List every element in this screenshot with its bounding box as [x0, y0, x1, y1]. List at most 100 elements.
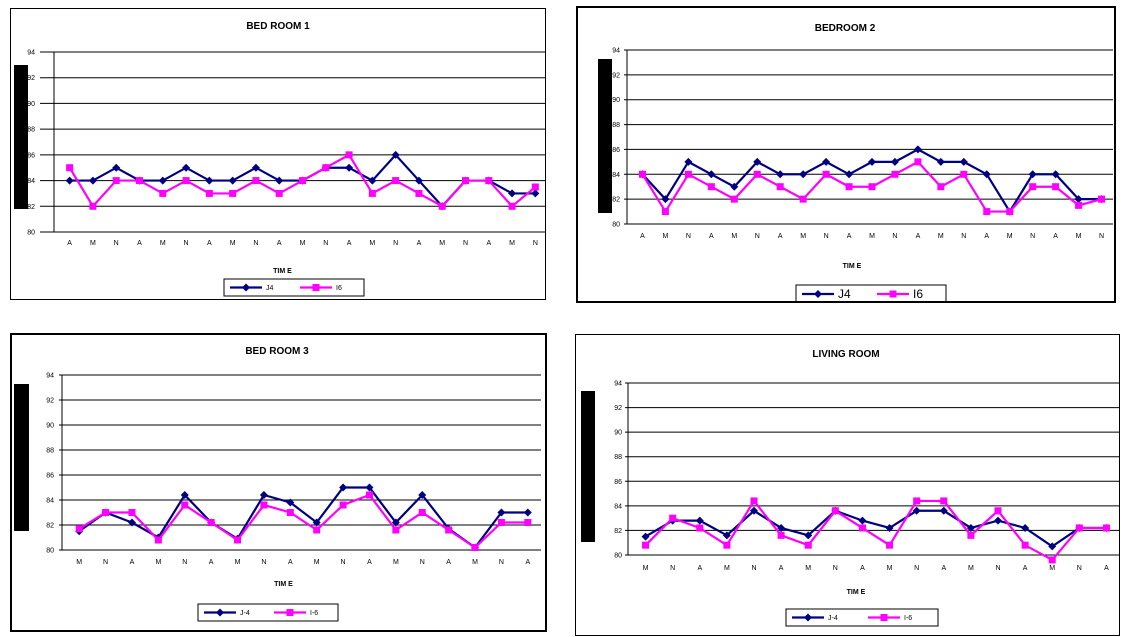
y-tick-label: 84 [612, 172, 620, 179]
data-point-series-2 [868, 183, 876, 191]
data-point-series-1 [885, 523, 894, 532]
x-tick-label: A [525, 559, 530, 566]
x-tick-label: A [984, 233, 989, 240]
data-point-series-2 [438, 202, 446, 210]
data-point-series-1 [365, 483, 374, 492]
x-tick-label: A [709, 233, 714, 240]
x-tick-label: M [1007, 233, 1013, 240]
data-point-series-1 [312, 518, 321, 527]
y-tick-label: 90 [614, 430, 622, 437]
x-tick-label: N [393, 240, 398, 247]
chart-panel-bedroom-1: BED ROOM 1 80 82 84 86 88 90 92 94 A M N A M N A M N A M N A… [10, 8, 546, 300]
data-point-series-2 [1098, 195, 1106, 203]
data-point-series-2 [368, 189, 376, 197]
data-point-series-2 [229, 189, 237, 197]
data-point-series-1 [858, 516, 867, 525]
x-tick-label: N [1099, 233, 1104, 240]
data-point-series-2 [776, 183, 784, 191]
x-tick-label: A [446, 559, 451, 566]
data-point-series-1 [641, 532, 650, 541]
y-tick-label: 94 [46, 373, 54, 380]
data-point-series-2 [415, 189, 423, 197]
data-point-series-2 [182, 177, 190, 185]
data-point-series-1 [88, 176, 97, 185]
y-tick-label: 80 [27, 230, 35, 237]
y-tick-label: 94 [27, 50, 35, 57]
data-point-series-1 [391, 518, 400, 527]
data-point-series-1 [966, 523, 975, 532]
x-tick-label: A [779, 565, 784, 572]
x-tick-label: N [420, 559, 425, 566]
data-point-series-1 [994, 516, 1002, 525]
y-tick-label: 86 [612, 147, 620, 154]
data-point-series-1 [182, 163, 191, 172]
y-tick-label: 84 [27, 178, 35, 185]
data-point-series-2 [753, 170, 761, 178]
data-point-series-1 [339, 483, 348, 492]
data-point-series-1 [845, 170, 854, 179]
x-tick-label: M [369, 240, 375, 247]
y-tick-label: 88 [612, 122, 620, 129]
chart-panel-living-room: LIVING ROOM 80 82 84 86 88 90 92 94 M N A M N A M N A M N A… [575, 334, 1120, 636]
data-point-series-2 [497, 519, 505, 526]
data-point-series-1 [1074, 195, 1083, 204]
data-point-series-1 [286, 498, 295, 507]
data-point-series-2 [524, 519, 532, 526]
x-tick-label: A [486, 240, 491, 247]
data-point-series-1 [275, 176, 284, 185]
x-tick-label: N [670, 565, 675, 572]
data-point-series-2 [205, 189, 213, 197]
data-point-series-2 [207, 519, 215, 526]
data-point-series-1 [523, 508, 532, 517]
x-tick-label: M [300, 240, 306, 247]
x-tick-label: M [887, 565, 893, 572]
data-point-series-1 [1028, 170, 1037, 179]
data-point-series-2 [891, 170, 899, 178]
y-tick-label: 82 [614, 528, 622, 535]
x-tick-label: N [755, 233, 760, 240]
data-point-series-1 [890, 157, 899, 166]
x-tick-label: N [824, 233, 829, 240]
chart-panel-bedroom-2: BEDROOM 2 80 82 84 86 88 90 92 94 A M N A M N A M N A M N A M… [576, 6, 1116, 303]
legend [223, 278, 365, 297]
data-point-series-1 [1048, 542, 1057, 551]
y-tick-label: 92 [614, 405, 622, 412]
x-tick-label: M [1049, 565, 1055, 572]
data-point-series-2 [66, 164, 74, 172]
x-tick-label: N [1077, 565, 1082, 572]
x-tick-label: M [230, 240, 236, 247]
data-point-series-1 [982, 170, 991, 179]
data-point-series-2 [275, 189, 283, 197]
x-tick-label: M [90, 240, 96, 247]
data-point-series-2 [804, 541, 812, 549]
y-tick-label: 80 [614, 553, 622, 560]
data-point-series-1 [531, 189, 540, 198]
x-tick-label: N [961, 233, 966, 240]
data-point-series-1 [799, 170, 808, 179]
y-tick-label: 90 [46, 423, 54, 430]
data-point-series-2 [994, 507, 1002, 515]
x-tick-label: A [367, 559, 372, 566]
x-tick-label: A [640, 233, 645, 240]
data-point-series-2 [508, 202, 516, 210]
data-point-series-2 [392, 526, 400, 534]
data-point-series-2 [940, 497, 948, 505]
data-point-series-2 [1075, 524, 1083, 532]
x-tick-label: A [137, 240, 142, 247]
data-point-series-2 [799, 195, 807, 203]
data-point-series-1 [228, 176, 237, 185]
data-point-series-2 [960, 170, 968, 178]
x-tick-label: M [968, 565, 974, 572]
y-tick-label: 94 [614, 381, 622, 388]
x-tick-label: M [472, 559, 478, 566]
legend-marker [804, 613, 812, 622]
x-tick-label: M [1076, 233, 1082, 240]
y-tick-label: 86 [27, 152, 35, 159]
x-tick-label: N [463, 240, 468, 247]
legend-label: J4 [266, 285, 274, 292]
x-tick-label: M [393, 559, 399, 566]
x-tick-label: N [184, 240, 189, 247]
y-tick-label: 82 [612, 197, 620, 204]
data-point-series-1 [259, 491, 268, 499]
data-point-series-2 [777, 531, 785, 539]
